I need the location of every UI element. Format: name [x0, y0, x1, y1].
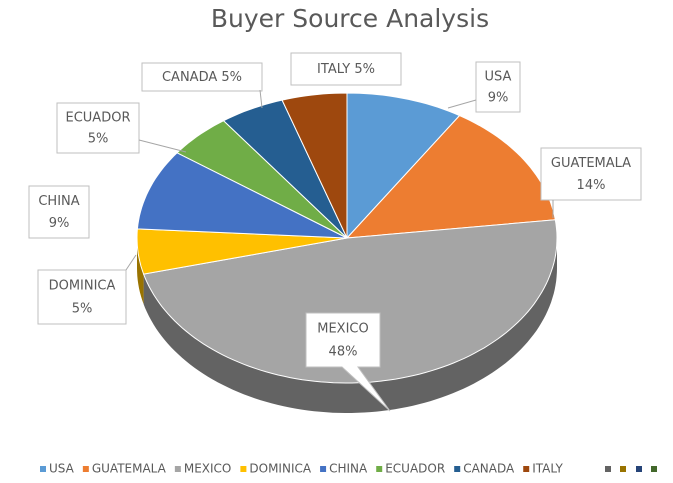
legend-label: ECUADOR [385, 462, 445, 476]
legend-marker [174, 466, 181, 472]
data-label-value: 5% [72, 301, 93, 316]
label-box [141, 62, 263, 92]
slice [346, 92, 461, 240]
slice [176, 120, 348, 239]
legend-label: CHINA [329, 462, 368, 476]
data-label-category: ITALY [317, 62, 350, 77]
legend: USA GUATEMALA MEXICO DOMINICA CHINA ECUADOR CA… [40, 462, 657, 476]
legend-label: MEXICO [184, 462, 232, 476]
legend-marker [620, 466, 626, 472]
data-label-category: USA [485, 70, 512, 85]
legend-marker [523, 466, 530, 472]
legend-marker [320, 466, 327, 472]
legend-marker [376, 466, 383, 472]
leader-line [259, 89, 263, 109]
data-label-category: DOMINICA [49, 279, 116, 294]
data-label-value: 9% [49, 216, 70, 231]
legend-marker [40, 466, 46, 472]
slice [281, 92, 348, 239]
legend-label: GUATEMALA [92, 462, 167, 476]
data-label-category: CANADA [162, 70, 217, 85]
data-label-value: 48% [329, 344, 358, 359]
label-box [540, 147, 642, 201]
label-box [28, 185, 90, 239]
legend-label: DOMINICA [249, 462, 311, 476]
data-label-value: 5% [88, 132, 109, 147]
data-label-value: 9% [488, 91, 509, 106]
chart-title: Buyer Source Analysis [211, 4, 489, 33]
legend-label: CANADA [463, 462, 515, 476]
legend-marker [240, 466, 247, 472]
legend-marker [605, 466, 611, 472]
slice-side [137, 238, 144, 305]
label-box [56, 102, 140, 154]
legend-label: USA [49, 462, 75, 476]
pie-sides [137, 238, 557, 413]
label-box [290, 52, 402, 86]
legend-marker [454, 466, 461, 472]
legend-marker [636, 466, 642, 472]
data-label-value: 14% [577, 178, 606, 193]
slice [136, 228, 348, 275]
slice [142, 219, 558, 384]
legend-marker [651, 466, 657, 472]
data-label: CANADA 5% [162, 70, 242, 85]
data-label-category: CHINA [38, 194, 79, 209]
leader-line [447, 99, 477, 109]
label-box [37, 269, 127, 325]
data-label-category: MEXICO [317, 322, 368, 337]
slice [136, 152, 348, 239]
data-label: ITALY 5% [317, 62, 375, 77]
legend-marker [82, 466, 89, 472]
label-box [475, 61, 521, 113]
data-label-category: ECUADOR [66, 111, 131, 126]
data-label-value: 5% [221, 70, 242, 85]
pie [136, 92, 558, 384]
data-label-category: GUATEMALA [551, 156, 631, 171]
slice [345, 114, 556, 239]
leader-line [125, 254, 137, 271]
callout-box [305, 312, 391, 412]
data-labels: USA 9% GUATEMALA 14% MEXICO 48% DOMINICA 5% CHIN… [28, 52, 642, 412]
leader-line [138, 139, 187, 153]
slice [222, 99, 348, 239]
legend-label: ITALY [532, 462, 563, 476]
data-label-value: 5% [354, 62, 375, 77]
slice-side [143, 238, 557, 413]
